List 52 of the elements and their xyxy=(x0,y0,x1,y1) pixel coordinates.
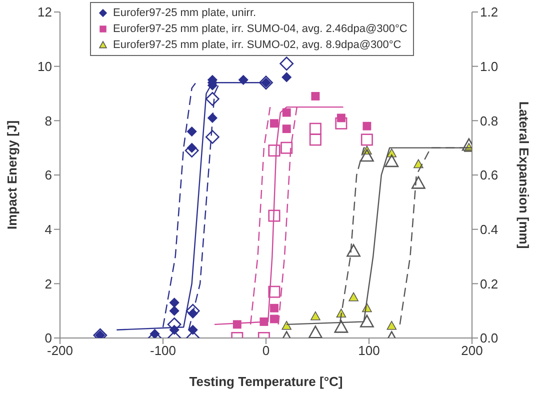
legend-label: Eurofer97-25 mm plate, irr. SUMO-04, avg. 2.46dpa@300°C xyxy=(113,22,408,37)
point xyxy=(309,134,322,146)
point xyxy=(334,320,348,333)
y-tick-label: 6 xyxy=(44,168,52,183)
y2-tick-label: 0.2 xyxy=(480,276,498,292)
point xyxy=(309,122,322,135)
y-tick-label: 4 xyxy=(44,222,52,237)
point xyxy=(348,292,358,302)
point xyxy=(282,320,292,330)
point xyxy=(270,314,278,324)
point xyxy=(335,117,348,130)
line-series xyxy=(214,106,344,326)
y-tick-label: 0 xyxy=(44,330,52,346)
point xyxy=(362,122,372,130)
y2-axis-title: Lateral Expansion [mm] xyxy=(516,101,532,249)
x-tick-label: 100 xyxy=(358,343,380,358)
point xyxy=(282,124,291,134)
point xyxy=(414,159,424,168)
point xyxy=(384,154,399,168)
point xyxy=(311,92,320,100)
y-tick-label: 10 xyxy=(38,58,52,74)
point xyxy=(411,176,426,189)
point xyxy=(270,119,278,128)
x-tick-label: 200 xyxy=(461,343,483,358)
y-tick-label: 8 xyxy=(44,113,52,128)
point xyxy=(268,210,280,222)
point xyxy=(308,326,322,338)
y2-tick-label: 0.6 xyxy=(480,168,498,183)
y2-tick-label: 1.2 xyxy=(480,4,498,20)
point xyxy=(282,108,291,117)
point xyxy=(268,286,280,298)
x-tick-label: -200 xyxy=(46,343,74,358)
point xyxy=(346,244,360,257)
point xyxy=(360,134,373,146)
y-tick-label: 12 xyxy=(38,4,52,20)
point xyxy=(268,144,280,157)
y2-tick-label: 0.0 xyxy=(480,330,498,346)
x-tick-label: 0 xyxy=(262,343,270,358)
x-tick-label: -100 xyxy=(150,343,176,358)
point xyxy=(386,320,397,330)
y2-tick-label: 0.8 xyxy=(480,113,498,128)
legend-label: Eurofer97-25 mm plate, irr. SUMO-02, avg. 8.9dpa@300°C xyxy=(113,38,402,53)
y2-tick-label: 0.4 xyxy=(480,222,498,237)
y-axis-title: Impact Energy [J] xyxy=(4,120,20,230)
point xyxy=(360,314,374,328)
point xyxy=(360,149,374,162)
y2-tick-label: 1.0 xyxy=(480,58,498,74)
point xyxy=(270,304,278,312)
point xyxy=(310,311,320,320)
x-axis-title: Testing Temperature [°C] xyxy=(189,374,343,389)
point xyxy=(280,142,293,154)
y-tick-label: 2 xyxy=(44,276,52,292)
